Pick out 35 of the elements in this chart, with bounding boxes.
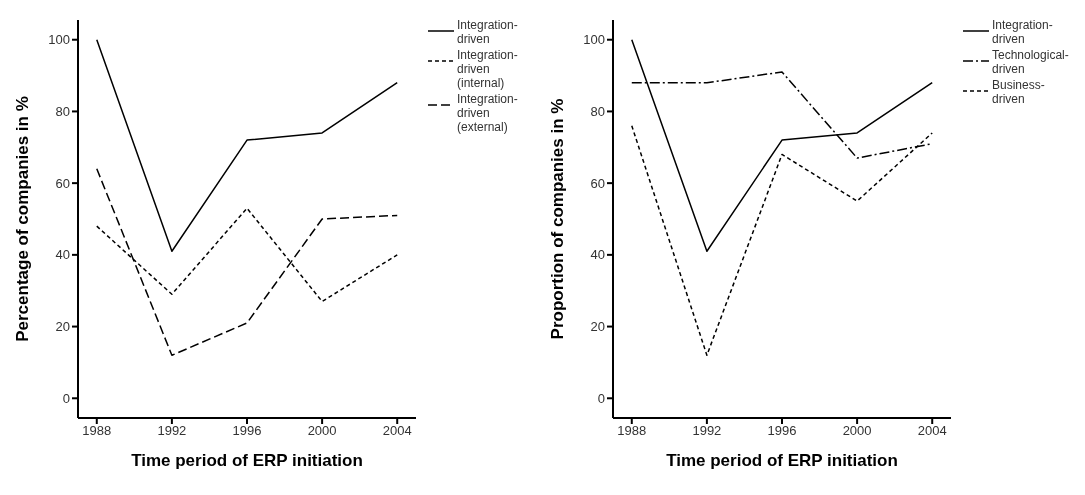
- x-tick-label: 2000: [307, 423, 337, 439]
- x-tick-label: 1988: [82, 423, 112, 439]
- legend-label: Integration-driven (internal): [457, 48, 519, 90]
- x-tick-label: 2004: [917, 423, 947, 439]
- y-tick-label: 0: [62, 390, 70, 406]
- y-tick-label: 80: [590, 104, 605, 120]
- x-tick-label: 2000: [842, 423, 872, 439]
- y-tick-label: 20: [590, 319, 605, 335]
- line-series: [96, 168, 398, 356]
- x-axis-title: Time period of ERP initiation: [131, 451, 363, 470]
- legend-label: Integration-driven (external): [457, 92, 519, 134]
- y-tick-label: 60: [590, 175, 605, 191]
- x-tick-label: 1992: [157, 423, 187, 439]
- legend-label: Technological-driven: [992, 48, 1070, 76]
- y-tick-label: 20: [55, 319, 70, 335]
- y-tick-label: 100: [583, 32, 605, 48]
- x-tick-label: 1996: [232, 423, 262, 439]
- y-tick-label: 60: [55, 175, 70, 191]
- legend-label: Business-driven: [992, 78, 1046, 106]
- line-series: [631, 38, 933, 253]
- y-tick-label: 80: [55, 104, 70, 120]
- x-tick-label: 2004: [382, 423, 412, 439]
- x-tick-label: 1988: [617, 423, 647, 439]
- x-tick-label: 1992: [692, 423, 722, 439]
- y-tick-label: 40: [55, 247, 70, 263]
- legend-label: Integration-driven: [992, 18, 1054, 46]
- y-tick-label: 0: [597, 390, 605, 406]
- line-series: [96, 38, 398, 253]
- legend-label: Integration-driven: [457, 18, 519, 46]
- y-axis-title: Proportion of companies in %: [548, 98, 568, 340]
- x-axis-title: Time period of ERP initiation: [666, 451, 898, 470]
- y-axis-title: Percentage of companies in %: [13, 96, 33, 342]
- y-tick-label: 40: [590, 247, 605, 263]
- y-tick-label: 100: [48, 32, 70, 48]
- x-tick-label: 1996: [767, 423, 797, 439]
